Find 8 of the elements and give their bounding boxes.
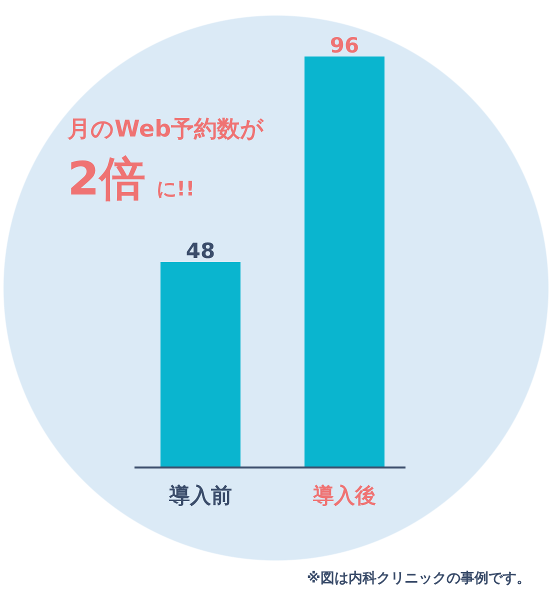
x-tick-label: 導入前	[168, 484, 232, 508]
annotation: 2倍	[68, 152, 146, 206]
x-tick-label: 導入後	[312, 484, 376, 508]
data-label: 48	[186, 239, 216, 263]
data-label: 96	[330, 34, 360, 58]
annotation: 月のWeb予約数が	[66, 116, 264, 142]
annotation: に!!	[156, 176, 195, 200]
text: ※図は内科クリニックの事例です。	[306, 570, 531, 586]
